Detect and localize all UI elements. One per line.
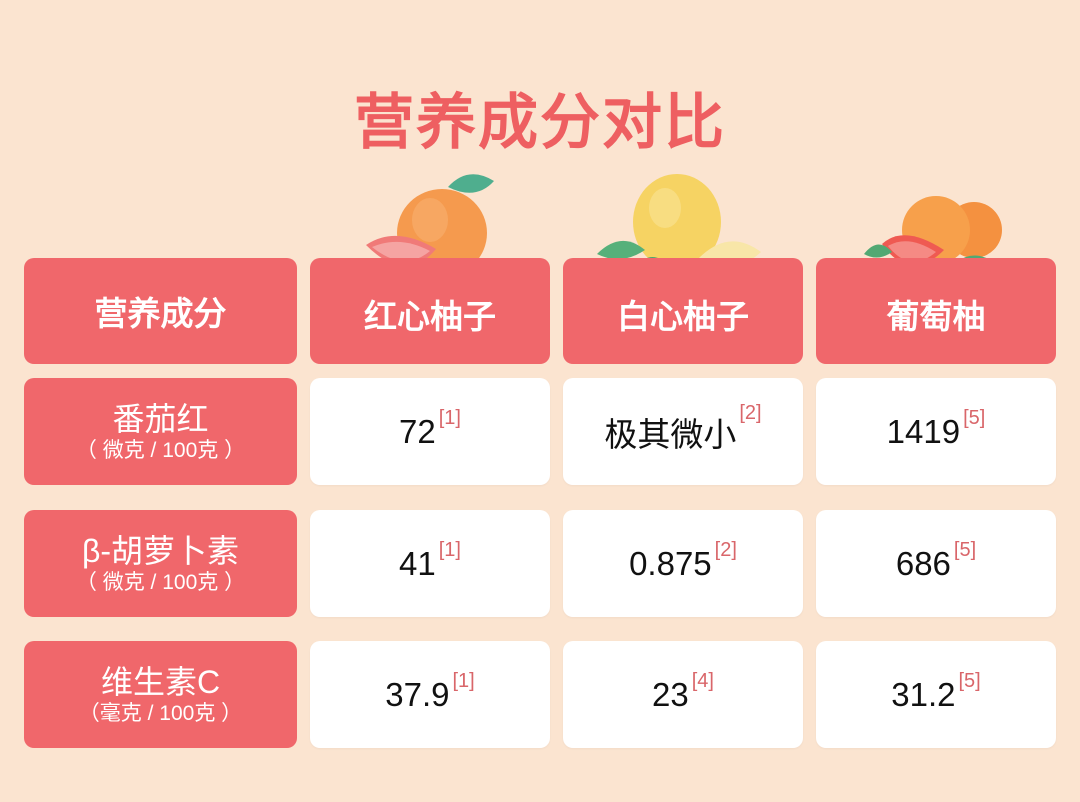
reference-marker: [5]: [963, 406, 986, 429]
row-label-cell: 番茄红（ 微克 / 100克 ）: [24, 378, 297, 485]
value: 0.875: [629, 544, 712, 582]
nutrient-name: 番茄红: [112, 400, 209, 437]
value-cell: 0.875 [2]: [563, 510, 803, 617]
header-white-pomelo: 白心柚子: [563, 258, 803, 364]
header-label: 营养成分: [94, 295, 227, 332]
value: 23: [652, 675, 689, 713]
nutrient-unit: （ 微克 / 100克 ）: [75, 570, 246, 594]
value-cell: 686 [5]: [816, 510, 1056, 617]
value-cell: 72 [1]: [310, 378, 550, 485]
column-name: 红心柚子: [364, 298, 496, 335]
value-cell: 1419 [5]: [816, 378, 1056, 485]
value: 极其微小: [604, 415, 737, 453]
column-name: 白心柚子: [617, 298, 749, 335]
value-cell: 41 [1]: [310, 510, 550, 617]
reference-marker: [1]: [438, 406, 461, 429]
reference-marker: [4]: [691, 669, 714, 692]
value-cell: 37.9 [1]: [310, 641, 550, 748]
reference-marker: [5]: [958, 669, 981, 692]
reference-marker: [1]: [452, 669, 475, 692]
value: 31.2: [891, 675, 956, 713]
reference-marker: [2]: [714, 538, 737, 561]
value: 37.9: [385, 675, 450, 713]
value: 686: [895, 544, 951, 582]
header-red-pomelo: 红心柚子: [310, 258, 550, 364]
value: 41: [399, 544, 436, 582]
page-title: 营养成分对比: [354, 89, 726, 156]
nutrient-unit: （毫克 / 100克 ）: [78, 701, 243, 725]
nutrient-name: 维生素C: [100, 663, 221, 700]
column-name: 葡萄柚: [886, 298, 986, 335]
header-label-cell: 营养成分: [24, 258, 297, 364]
value-cell: 极其微小 [2]: [563, 378, 803, 485]
value: 1419: [886, 412, 961, 450]
row-label-cell: β-胡萝卜素（ 微克 / 100克 ）: [24, 510, 297, 617]
reference-marker: [1]: [438, 538, 461, 561]
header-grapefruit: 葡萄柚: [816, 258, 1056, 364]
value-cell: 31.2 [5]: [816, 641, 1056, 748]
reference-marker: [2]: [739, 401, 762, 424]
value: 72: [399, 412, 436, 450]
white-pomelo-illustration: [597, 174, 761, 271]
value-cell: 23 [4]: [563, 641, 803, 748]
reference-marker: [5]: [953, 538, 977, 561]
nutrient-name: β-胡萝卜素: [81, 532, 240, 569]
nutrient-unit: （ 微克 / 100克 ）: [75, 438, 246, 462]
row-label-cell: 维生素C （毫克 / 100克 ）: [24, 641, 297, 748]
